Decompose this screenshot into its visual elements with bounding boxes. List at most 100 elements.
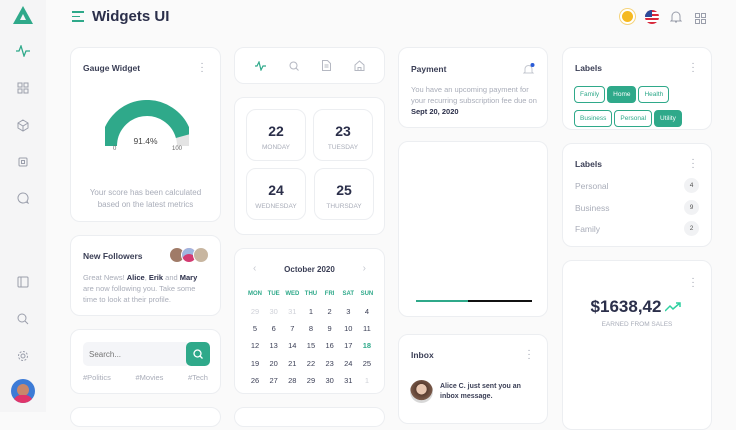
apps-icon[interactable]	[695, 11, 706, 29]
followers-title: New Followers	[83, 251, 143, 261]
day-card[interactable]: 25 THURSDAY	[314, 168, 374, 220]
calendar-day[interactable]: 6	[271, 323, 276, 333]
calendar-day[interactable]: 8	[308, 323, 314, 333]
cube-icon[interactable]	[14, 116, 32, 134]
label-tag[interactable]: Business	[574, 110, 613, 127]
search-icon[interactable]	[289, 61, 299, 71]
calendar-day[interactable]: 9	[327, 323, 332, 333]
calendar-day[interactable]: 22	[306, 358, 316, 368]
document-icon[interactable]	[322, 60, 331, 71]
cpu-icon[interactable]	[14, 153, 32, 171]
sidebar	[0, 0, 46, 412]
calendar-day[interactable]: 7	[290, 323, 295, 333]
calendar-week: 19 20 21 22 23 24 25	[247, 355, 375, 372]
calendar-day[interactable]: 30	[269, 306, 278, 316]
label-tag[interactable]: Personal	[614, 110, 653, 127]
weekday-label: THU	[304, 290, 318, 297]
more-icon[interactable]: · · ·	[527, 345, 531, 364]
calendar-day[interactable]: 30	[325, 376, 334, 386]
more-icon[interactable]: · · ·	[691, 154, 695, 173]
more-icon[interactable]: · · ·	[691, 273, 695, 292]
calendar-day[interactable]: 25	[362, 358, 372, 368]
calendar-day[interactable]: 31	[288, 306, 297, 316]
calendar-day[interactable]: 21	[288, 358, 297, 368]
calendar-day[interactable]: 29	[250, 306, 260, 316]
calendar-day[interactable]: 3	[346, 306, 351, 316]
list-item[interactable]: Business 9	[575, 200, 699, 215]
panel-icon[interactable]	[14, 273, 32, 291]
day-card[interactable]: 23 TUESDAY	[313, 109, 373, 161]
activity-icon[interactable]	[14, 42, 32, 60]
search-icon[interactable]	[14, 310, 32, 328]
calendar-day[interactable]: 1	[308, 306, 314, 316]
label-tag[interactable]: Family	[574, 86, 606, 103]
label-tag[interactable]: Health	[638, 86, 670, 103]
list-item[interactable]: Personal 4	[575, 178, 699, 193]
bell-icon[interactable]	[669, 10, 683, 29]
calendar-day[interactable]: 11	[363, 323, 371, 333]
calendar-day[interactable]: 13	[269, 341, 278, 351]
weekday-header: MON TUE WED THU FRI SAT SUN	[247, 285, 375, 302]
search-input[interactable]	[83, 342, 187, 366]
calendar-day[interactable]: 5	[252, 323, 258, 333]
hashtag[interactable]: #Movies	[135, 373, 164, 382]
chat-icon[interactable]	[14, 189, 32, 207]
calendar-day[interactable]: 26	[250, 376, 260, 386]
next-month-button[interactable]: ›	[362, 263, 366, 274]
calendar-widget: ‹ October 2020 › MON TUE WED THU FRI SAT SUN 29…	[234, 248, 385, 394]
calendar-day[interactable]: 23	[325, 358, 334, 368]
activity-icon[interactable]	[255, 61, 266, 71]
search-icon	[193, 349, 203, 359]
calendar-day[interactable]: 24	[344, 358, 353, 368]
calendar-day[interactable]: 17	[344, 341, 353, 351]
label-list-widget: Labels · · · Personal 4 Business 9 Family 2	[562, 143, 712, 247]
calendar-day[interactable]: 14	[288, 341, 297, 351]
us-flag-icon[interactable]	[645, 10, 659, 24]
more-icon[interactable]: · · ·	[200, 58, 204, 77]
gauge-max: 100	[172, 146, 183, 152]
calendar-day[interactable]: 20	[269, 358, 278, 368]
gauge-value: 91.4%	[133, 136, 158, 146]
calendar-day[interactable]: 28	[288, 376, 297, 386]
prev-month-button[interactable]: ‹	[253, 263, 257, 274]
gauge-widget: Gauge Widget · · · 91.4% 0 100 Your score …	[70, 47, 221, 222]
payment-title: Payment	[411, 64, 447, 74]
list-item[interactable]: Family 2	[575, 221, 699, 236]
hashtag[interactable]: #Politics	[83, 373, 111, 382]
theme-sun-icon[interactable]	[622, 11, 633, 22]
calendar-day[interactable]: 10	[344, 323, 353, 333]
label-tag[interactable]: Home	[607, 86, 637, 103]
calendar-day[interactable]: 29	[306, 376, 316, 386]
calendar-day[interactable]: 1	[364, 376, 370, 386]
hashtag[interactable]: #Tech	[187, 373, 208, 382]
trend-up-icon	[664, 302, 682, 312]
calendar-day[interactable]: 31	[344, 376, 353, 386]
count-badge: 2	[684, 221, 699, 236]
notification-bell-icon[interactable]	[522, 62, 535, 80]
calendar-day[interactable]: 16	[325, 341, 334, 351]
grid-icon[interactable]	[14, 79, 32, 97]
menu-icon[interactable]	[72, 11, 84, 22]
gauge-title: Gauge Widget	[83, 63, 141, 73]
calendar-day[interactable]: 18	[362, 341, 372, 351]
calendar-day[interactable]: 4	[364, 306, 370, 316]
avatar[interactable]	[193, 247, 209, 263]
day-card[interactable]: 24 WEDNESDAY	[246, 168, 306, 220]
settings-icon[interactable]	[14, 347, 32, 365]
day-card[interactable]: 22 MONDAY	[246, 109, 306, 161]
calendar-week: 5 6 7 8 9 10 11	[247, 320, 375, 337]
inbox-message[interactable]: Alice C. just sent you an inbox message.	[440, 383, 521, 400]
avatar[interactable]	[410, 380, 433, 403]
gauge-caption: Your score has been calculated based on …	[89, 188, 202, 209]
more-icon[interactable]: · · ·	[691, 58, 695, 77]
weekday-label: FRI	[324, 290, 335, 297]
calendar-day[interactable]: 12	[250, 341, 260, 351]
home-icon[interactable]	[354, 60, 365, 71]
calendar-day[interactable]: 27	[269, 376, 278, 386]
calendar-day[interactable]: 15	[306, 341, 316, 351]
avatar[interactable]	[11, 379, 35, 403]
label-tag[interactable]: Utility	[654, 110, 682, 127]
search-button[interactable]	[186, 342, 210, 366]
calendar-day[interactable]: 19	[250, 358, 260, 368]
calendar-day[interactable]: 2	[327, 306, 332, 316]
